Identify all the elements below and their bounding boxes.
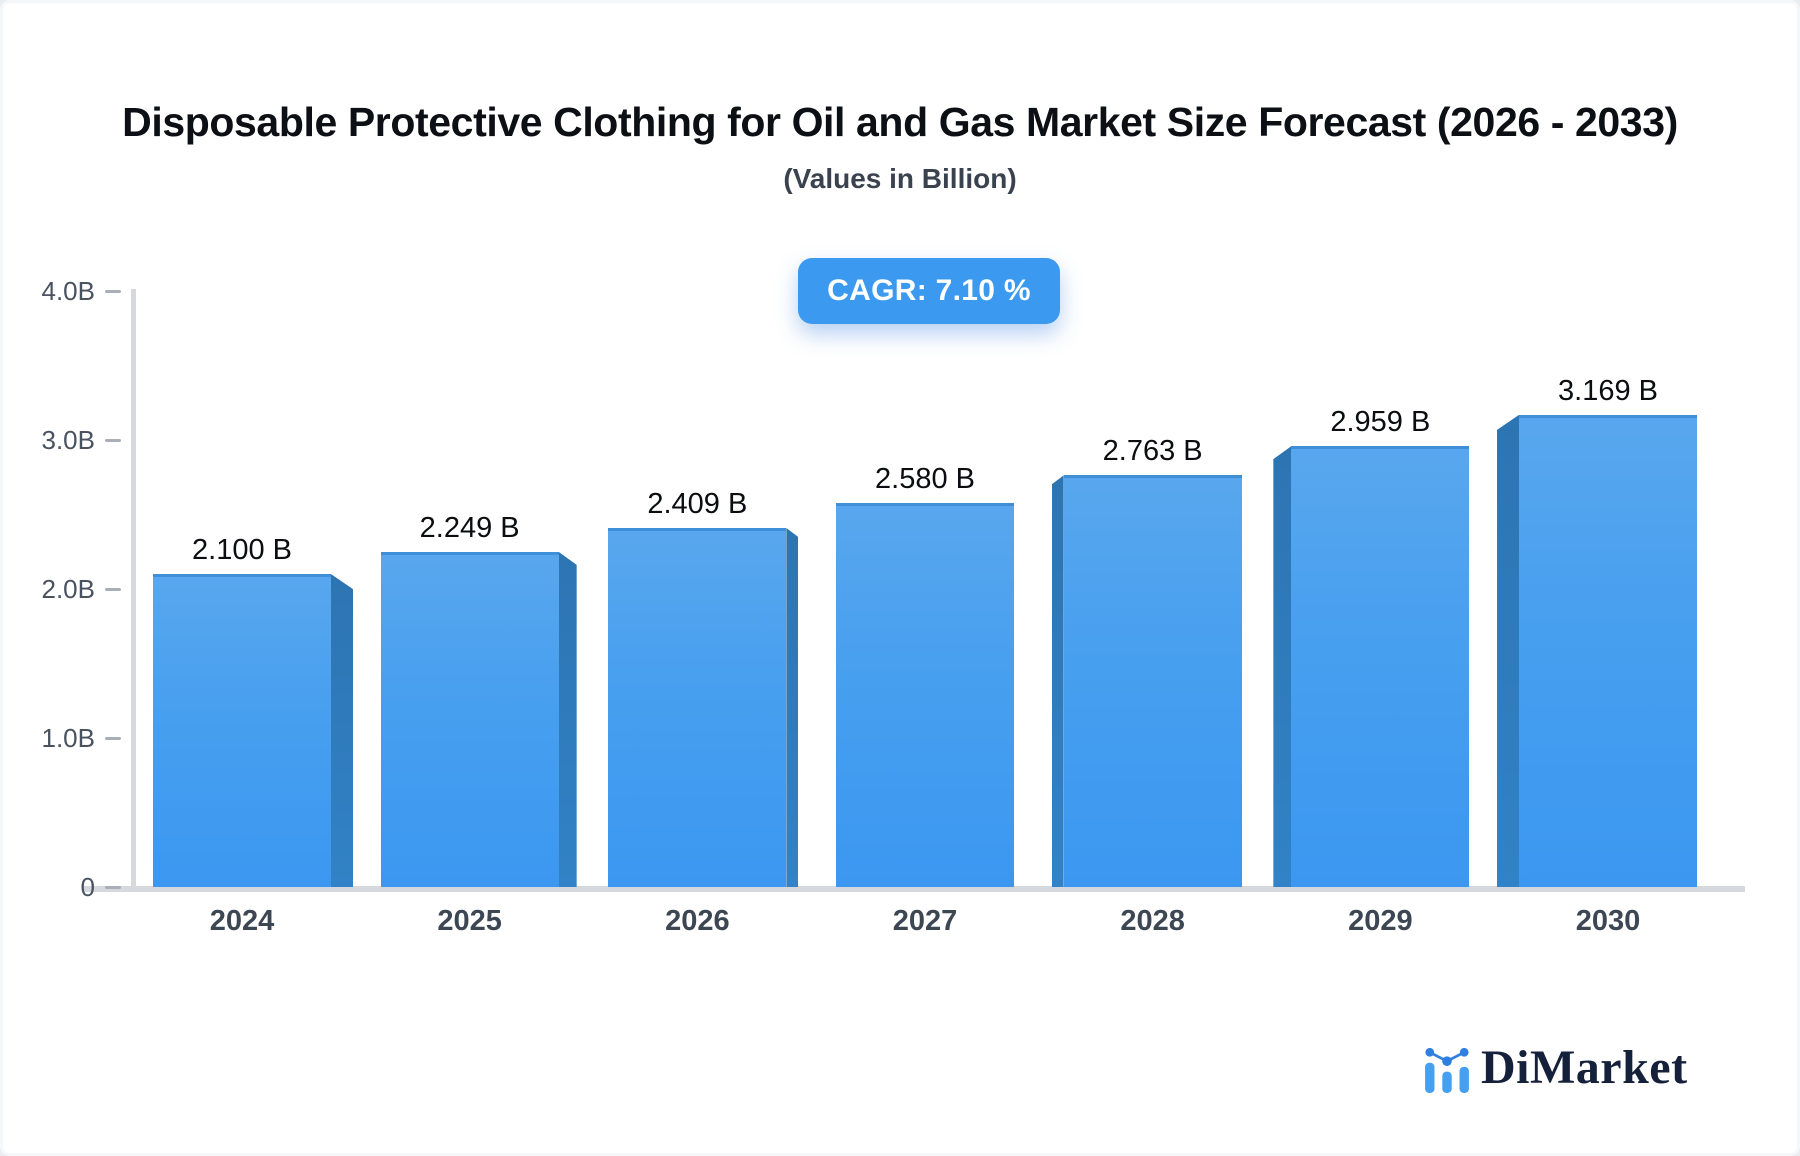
brand-logo-text: DiMarket (1481, 1041, 1688, 1094)
bar-2029 (1291, 446, 1470, 887)
bar-3d-side (1051, 475, 1064, 887)
bar-value-label: 2.409 B (647, 488, 748, 521)
bar-value-label: 2.100 B (192, 534, 292, 567)
y-axis-tick (105, 587, 121, 591)
y-axis-tick (105, 289, 121, 293)
bar-3d-side (786, 528, 799, 887)
x-axis-label: 2028 (1120, 905, 1185, 937)
bar-chart: 0 1.0B 2.0B 3.0B 4.0B 2.100 B 2024 2.249 B 2025 2… (3, 3, 1797, 1153)
y-axis-tick (105, 885, 121, 889)
bar-value-label: 2.580 B (875, 462, 975, 495)
bar-2027 (836, 502, 1014, 887)
bar-3d-side (558, 551, 577, 887)
bar-value-label: 3.169 B (1558, 374, 1659, 407)
x-axis-line (83, 886, 1745, 892)
x-axis-label: 2025 (437, 905, 502, 937)
bar-3d-side (1497, 414, 1520, 887)
y-axis-tick-label: 1.0B (41, 723, 96, 753)
x-axis-label: 2027 (892, 905, 958, 937)
bar-2026 (608, 528, 787, 887)
y-axis-tick-label: 4.0B (41, 276, 96, 306)
y-axis-tick (105, 438, 121, 442)
y-axis-line (131, 289, 136, 887)
y-axis-tick (105, 736, 121, 740)
bar-value-label: 2.763 B (1102, 435, 1203, 468)
y-axis-tick-label: 3.0B (41, 425, 96, 455)
bar-2028 (1063, 475, 1242, 887)
x-axis-label: 2030 (1575, 905, 1641, 937)
bar-2025 (380, 551, 559, 887)
cagr-badge: CAGR: 7.10 % (798, 258, 1060, 324)
brand-logo: DiMarket (1423, 1043, 1688, 1093)
bar-2024 (153, 574, 331, 887)
bar-chart-logo-icon (1425, 1047, 1469, 1093)
bar-value-label: 2.249 B (419, 511, 520, 544)
y-axis-tick-label: 2.0B (41, 574, 96, 604)
x-axis-label: 2024 (209, 905, 275, 937)
bar-3d-side (331, 574, 353, 887)
bar-2030 (1519, 414, 1698, 887)
bar-3d-side (1273, 446, 1292, 887)
x-axis-label: 2026 (665, 905, 730, 937)
bar-value-label: 2.959 B (1330, 406, 1431, 439)
chart-title: Disposable Protective Clothing for Oil a… (122, 99, 1678, 145)
x-axis-label: 2029 (1348, 905, 1413, 937)
y-axis-tick-label: 0 (80, 872, 95, 902)
chart-subtitle: (Values in Billion) (783, 163, 1017, 194)
